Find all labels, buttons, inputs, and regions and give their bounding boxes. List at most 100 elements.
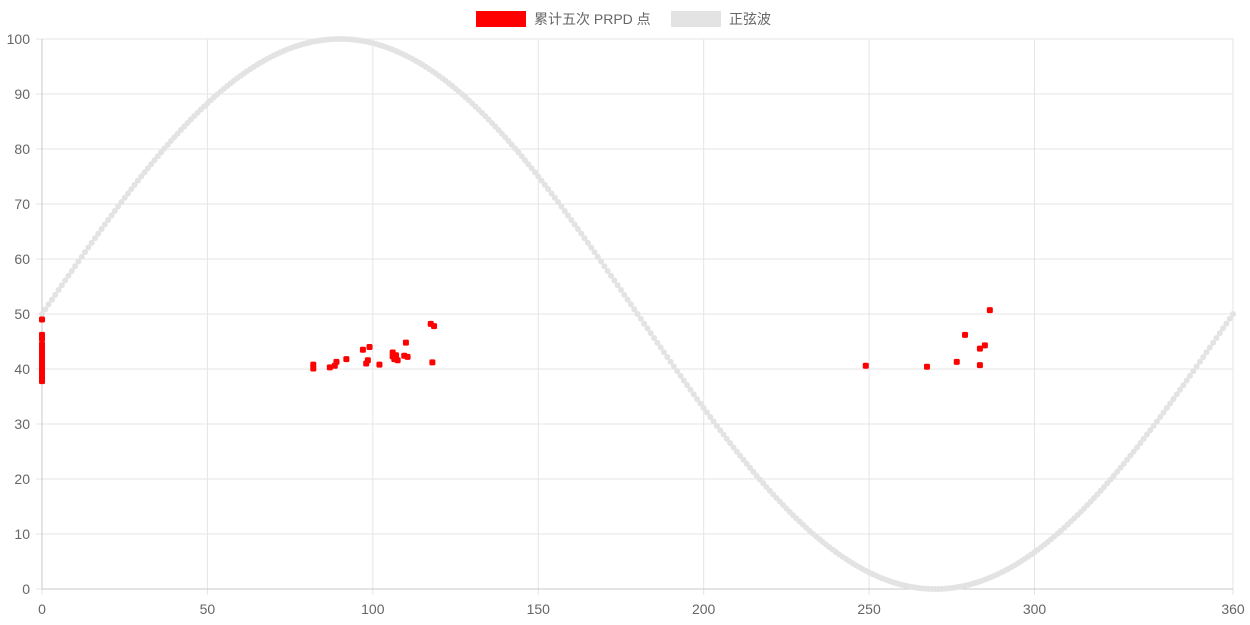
sine-point — [128, 186, 135, 193]
legend-swatch — [671, 11, 721, 27]
sine-point — [538, 177, 545, 184]
sine-point — [1223, 320, 1230, 327]
sine-point — [1157, 414, 1164, 421]
sine-point — [561, 207, 568, 214]
sine-point — [68, 267, 75, 274]
sine-point — [598, 258, 605, 265]
sine-point — [565, 212, 572, 219]
sine-point — [1160, 409, 1167, 416]
sine-point — [750, 468, 757, 475]
sine-point — [85, 244, 92, 251]
legend-item-sine[interactable]: 正弦波 — [671, 11, 771, 27]
sine-point — [111, 207, 118, 214]
sine-point — [522, 157, 529, 164]
sine-point — [82, 249, 89, 256]
sine-point — [743, 460, 750, 467]
legend[interactable]: 累计五次 PRPD 点 正弦波 — [476, 11, 771, 27]
sine-point — [727, 440, 734, 447]
sine-point — [555, 199, 562, 206]
sine-point — [115, 203, 122, 210]
sine-point — [1134, 444, 1141, 451]
x-tick-label: 0 — [38, 601, 46, 617]
sine-point — [39, 311, 45, 317]
sine-point — [1230, 311, 1236, 317]
sine-point — [707, 414, 714, 421]
sine-point — [78, 253, 85, 260]
prpd-point — [962, 331, 969, 338]
sine-point — [680, 377, 687, 384]
prpd-point — [431, 323, 438, 330]
y-tick-label: 40 — [14, 361, 30, 377]
prpd-point — [923, 363, 930, 370]
sine-point — [700, 405, 707, 412]
prpd-point — [429, 359, 436, 366]
sine-point — [108, 212, 115, 219]
prpd-point — [862, 362, 869, 369]
sine-point — [710, 418, 717, 425]
prpd-point — [39, 378, 45, 385]
sine-point — [101, 221, 108, 228]
prpd-point — [359, 346, 366, 353]
prpd-point — [404, 353, 411, 360]
sine-point — [574, 226, 581, 233]
sine-point — [525, 161, 532, 168]
prpd-point — [376, 361, 383, 368]
prpd-point — [310, 365, 317, 372]
sine-point — [138, 173, 145, 180]
y-tick-label: 20 — [14, 471, 30, 487]
x-tick-label: 50 — [200, 601, 216, 617]
sine-point — [1180, 382, 1187, 389]
sine-point — [148, 161, 155, 168]
prpd-point — [976, 345, 983, 352]
sine-point — [667, 358, 674, 365]
sine-point — [91, 235, 98, 242]
sine-point — [697, 400, 704, 407]
sine-point — [733, 448, 740, 455]
sine-point — [674, 368, 681, 375]
sine-point — [571, 221, 578, 228]
sine-point — [611, 277, 618, 284]
sine-point — [531, 169, 538, 176]
sine-point — [740, 456, 747, 463]
sine-point — [1130, 448, 1137, 455]
x-tick-label: 250 — [857, 601, 881, 617]
legend-label: 正弦波 — [729, 11, 771, 27]
sine-point — [690, 391, 697, 398]
sine-point — [154, 153, 161, 160]
sine-point — [1213, 334, 1220, 341]
sine-point — [703, 409, 710, 416]
sine-point — [1200, 354, 1207, 361]
y-tick-label: 60 — [14, 251, 30, 267]
sine-point — [1186, 372, 1193, 379]
sine-point — [594, 253, 601, 260]
prpd-point — [953, 358, 960, 365]
x-tick-label: 200 — [692, 601, 716, 617]
sine-point — [621, 291, 628, 298]
sine-point — [545, 186, 552, 193]
sine-point — [141, 169, 148, 176]
sine-point — [1163, 405, 1170, 412]
sine-point — [1120, 460, 1127, 467]
sine-point — [1173, 391, 1180, 398]
sine-point — [634, 311, 641, 317]
sine-point — [1110, 472, 1117, 479]
sine-point — [1193, 363, 1200, 370]
sine-point — [548, 190, 555, 197]
sine-point — [1190, 368, 1197, 375]
sine-point — [578, 230, 585, 237]
sine-point — [694, 395, 701, 402]
sine-point — [105, 216, 112, 223]
prpd-series — [39, 307, 993, 385]
prpd-point — [394, 357, 401, 364]
sine-point — [608, 272, 615, 279]
x-tick-label: 150 — [527, 601, 551, 617]
y-tick-label: 70 — [14, 196, 30, 212]
sine-point — [1147, 427, 1154, 434]
sine-point — [664, 354, 671, 361]
legend-item-prpd[interactable]: 累计五次 PRPD 点 — [476, 11, 651, 27]
sine-point — [1170, 395, 1177, 402]
sine-point — [528, 165, 535, 172]
sine-point — [118, 199, 125, 206]
sine-point — [1127, 452, 1134, 459]
